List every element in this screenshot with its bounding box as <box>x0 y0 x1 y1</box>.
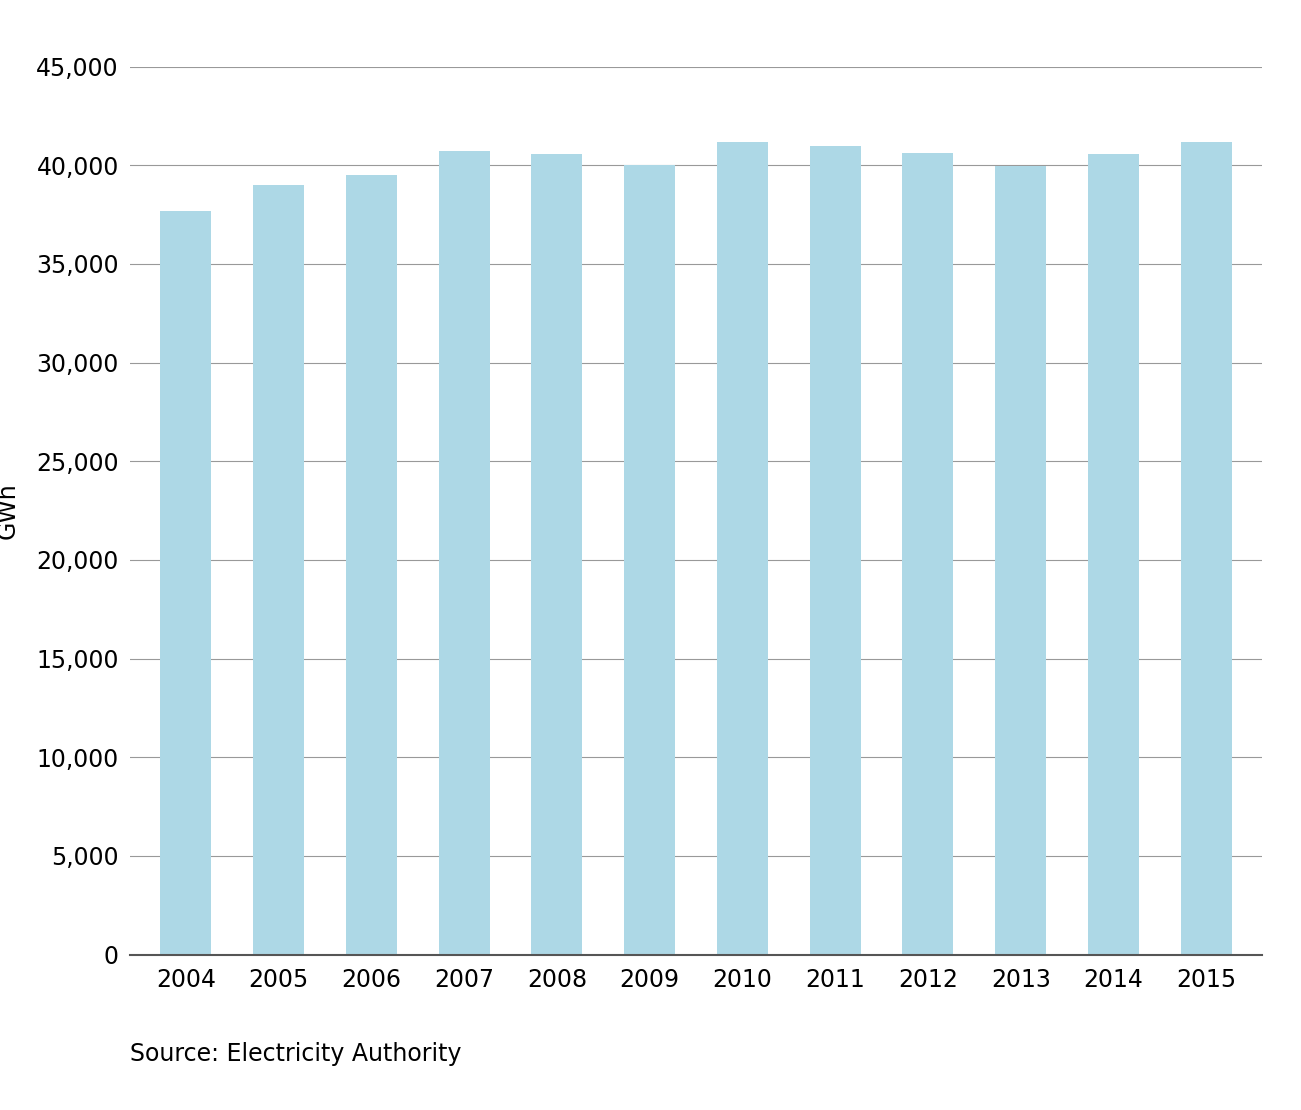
Bar <box>160 211 211 955</box>
Bar <box>717 142 768 955</box>
Bar <box>624 165 675 955</box>
Bar <box>346 175 397 955</box>
Bar <box>903 153 954 955</box>
Bar <box>809 145 861 955</box>
Bar <box>995 166 1046 955</box>
Bar <box>1088 154 1140 955</box>
Text: Source: Electricity Authority: Source: Electricity Authority <box>130 1041 462 1066</box>
Bar <box>252 185 304 955</box>
Bar <box>531 154 583 955</box>
Y-axis label: GWh: GWh <box>0 482 20 539</box>
Bar <box>1181 142 1232 955</box>
Bar <box>438 151 489 955</box>
